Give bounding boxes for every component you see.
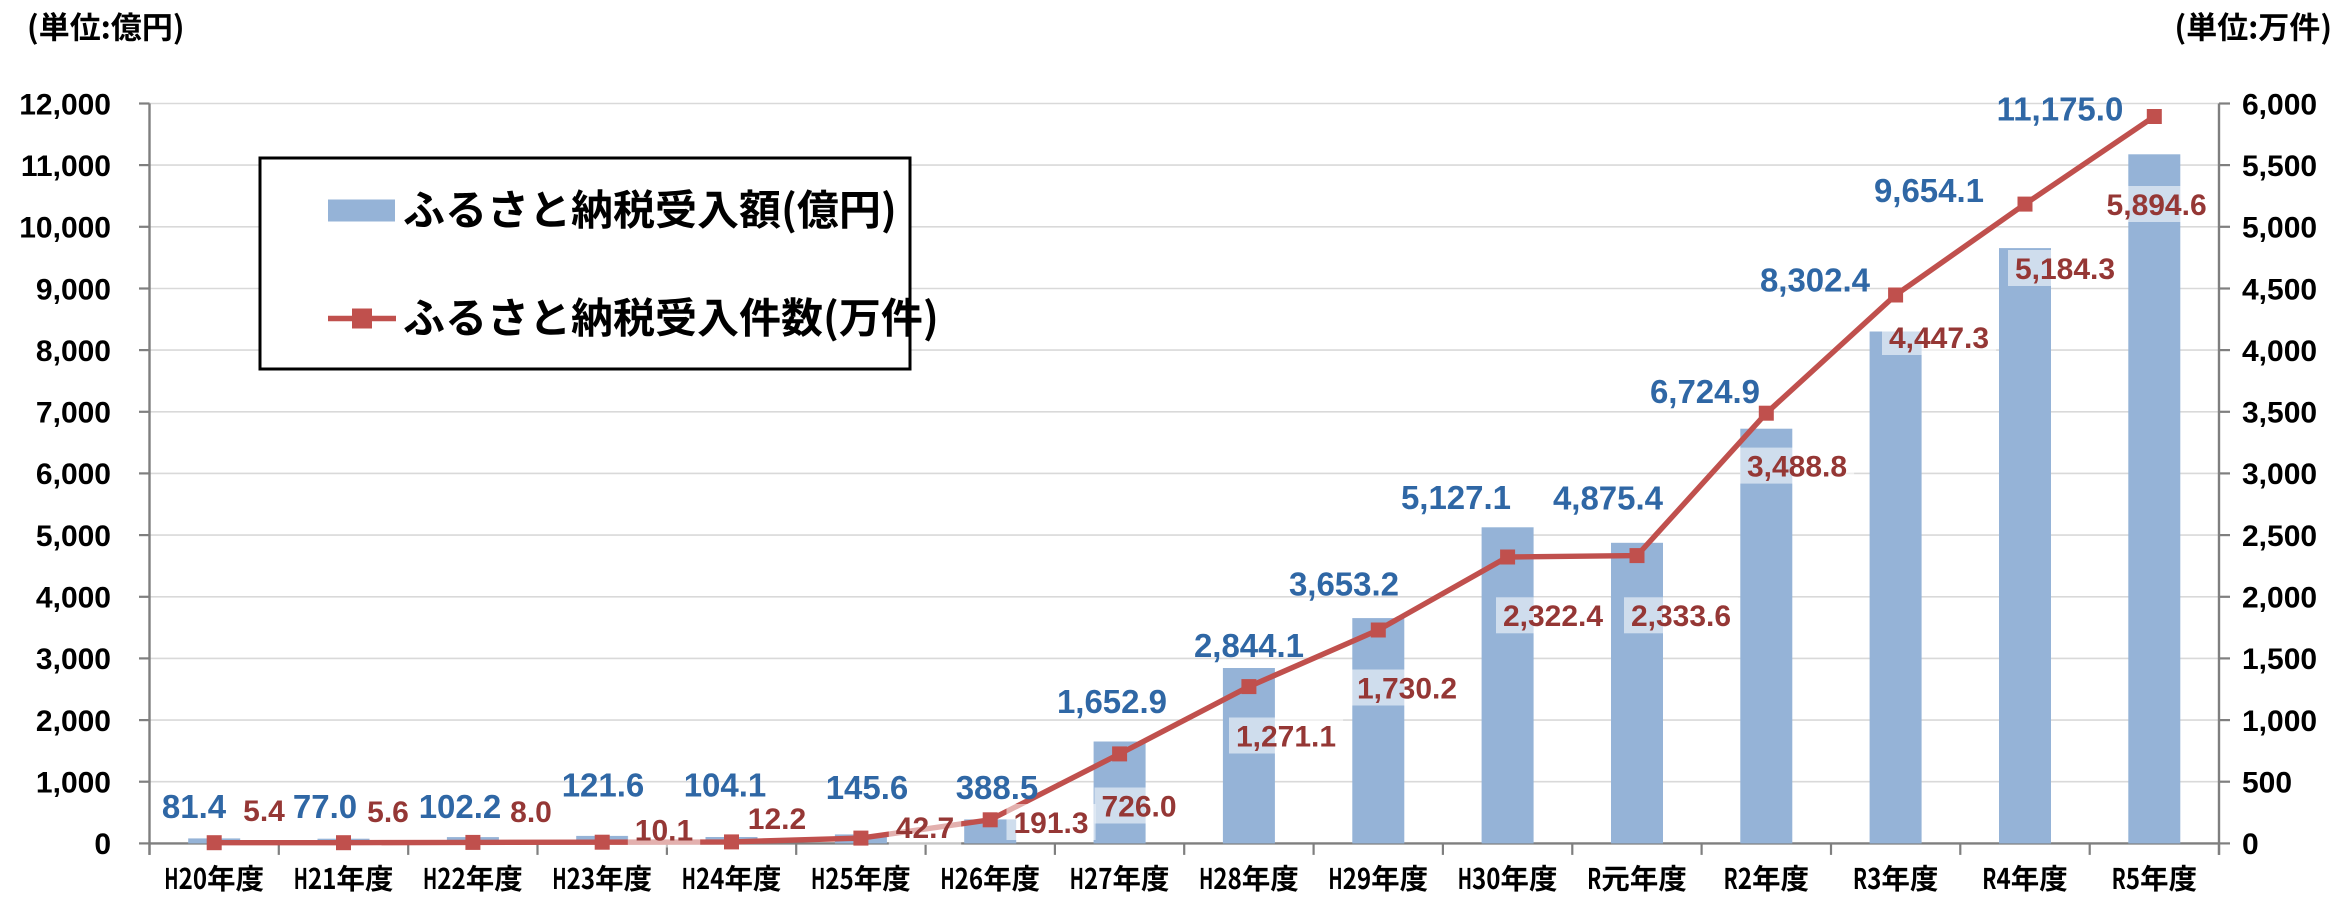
svg-text:8,302.4: 8,302.4: [1760, 261, 1871, 298]
svg-text:1,000: 1,000: [2242, 705, 2317, 738]
svg-text:0: 0: [2242, 828, 2259, 861]
svg-text:6,000: 6,000: [36, 458, 111, 491]
svg-text:1,000: 1,000: [36, 767, 111, 800]
svg-text:8.0: 8.0: [510, 796, 552, 829]
svg-text:388.5: 388.5: [956, 769, 1039, 806]
svg-text:2,500: 2,500: [2242, 520, 2317, 553]
svg-text:2,000: 2,000: [2242, 582, 2317, 615]
svg-text:1,652.9: 1,652.9: [1057, 683, 1167, 720]
svg-text:4,500: 4,500: [2242, 273, 2317, 306]
svg-text:10,000: 10,000: [19, 212, 111, 245]
svg-text:81.4: 81.4: [162, 788, 227, 825]
svg-text:11,175.0: 11,175.0: [1997, 90, 2124, 127]
svg-text:121.6: 121.6: [562, 766, 645, 803]
svg-text:6,724.9: 6,724.9: [1650, 373, 1760, 410]
svg-text:5,127.1: 5,127.1: [1401, 479, 1511, 516]
svg-text:11,000: 11,000: [21, 150, 111, 183]
svg-text:7,000: 7,000: [36, 397, 111, 430]
svg-text:77.0: 77.0: [293, 788, 357, 825]
svg-text:6,000: 6,000: [2242, 88, 2317, 121]
svg-text:1,730.2: 1,730.2: [1357, 672, 1457, 705]
svg-text:10.1: 10.1: [635, 814, 693, 847]
svg-text:5,000: 5,000: [36, 520, 111, 553]
svg-text:12,000: 12,000: [19, 88, 111, 121]
svg-text:1,271.1: 1,271.1: [1236, 720, 1336, 753]
svg-text:3,000: 3,000: [36, 643, 111, 676]
svg-text:1,500: 1,500: [2242, 643, 2317, 676]
svg-text:3,000: 3,000: [2242, 458, 2317, 491]
svg-text:104.1: 104.1: [684, 766, 767, 803]
svg-text:5,894.6: 5,894.6: [2107, 189, 2207, 222]
svg-text:4,000: 4,000: [36, 582, 111, 615]
svg-text:3,653.2: 3,653.2: [1289, 565, 1399, 602]
svg-text:4,447.3: 4,447.3: [1889, 322, 1989, 355]
svg-text:9,000: 9,000: [36, 273, 111, 306]
svg-text:9,654.1: 9,654.1: [1874, 172, 1984, 209]
svg-text:2,844.1: 2,844.1: [1194, 627, 1304, 664]
svg-text:42.7: 42.7: [896, 812, 954, 845]
svg-text:145.6: 145.6: [826, 769, 909, 806]
svg-text:5.6: 5.6: [367, 796, 409, 829]
svg-text:5.4: 5.4: [243, 795, 285, 828]
svg-text:726.0: 726.0: [1101, 790, 1176, 823]
svg-text:5,184.3: 5,184.3: [2015, 253, 2115, 286]
svg-text:191.3: 191.3: [1013, 807, 1088, 840]
svg-text:12.2: 12.2: [748, 803, 806, 836]
svg-text:4,875.4: 4,875.4: [1553, 479, 1664, 516]
svg-text:5,000: 5,000: [2242, 212, 2317, 245]
svg-text:5,500: 5,500: [2242, 150, 2317, 183]
svg-text:2,000: 2,000: [36, 705, 111, 738]
svg-text:2,333.6: 2,333.6: [1631, 600, 1731, 633]
svg-text:2,322.4: 2,322.4: [1503, 600, 1603, 633]
svg-text:500: 500: [2242, 767, 2292, 800]
svg-text:102.2: 102.2: [419, 788, 502, 825]
svg-text:4,000: 4,000: [2242, 335, 2317, 368]
svg-text:3,500: 3,500: [2242, 397, 2317, 430]
svg-text:3,488.8: 3,488.8: [1747, 450, 1847, 483]
svg-text:0: 0: [94, 828, 111, 861]
svg-text:8,000: 8,000: [36, 335, 111, 368]
